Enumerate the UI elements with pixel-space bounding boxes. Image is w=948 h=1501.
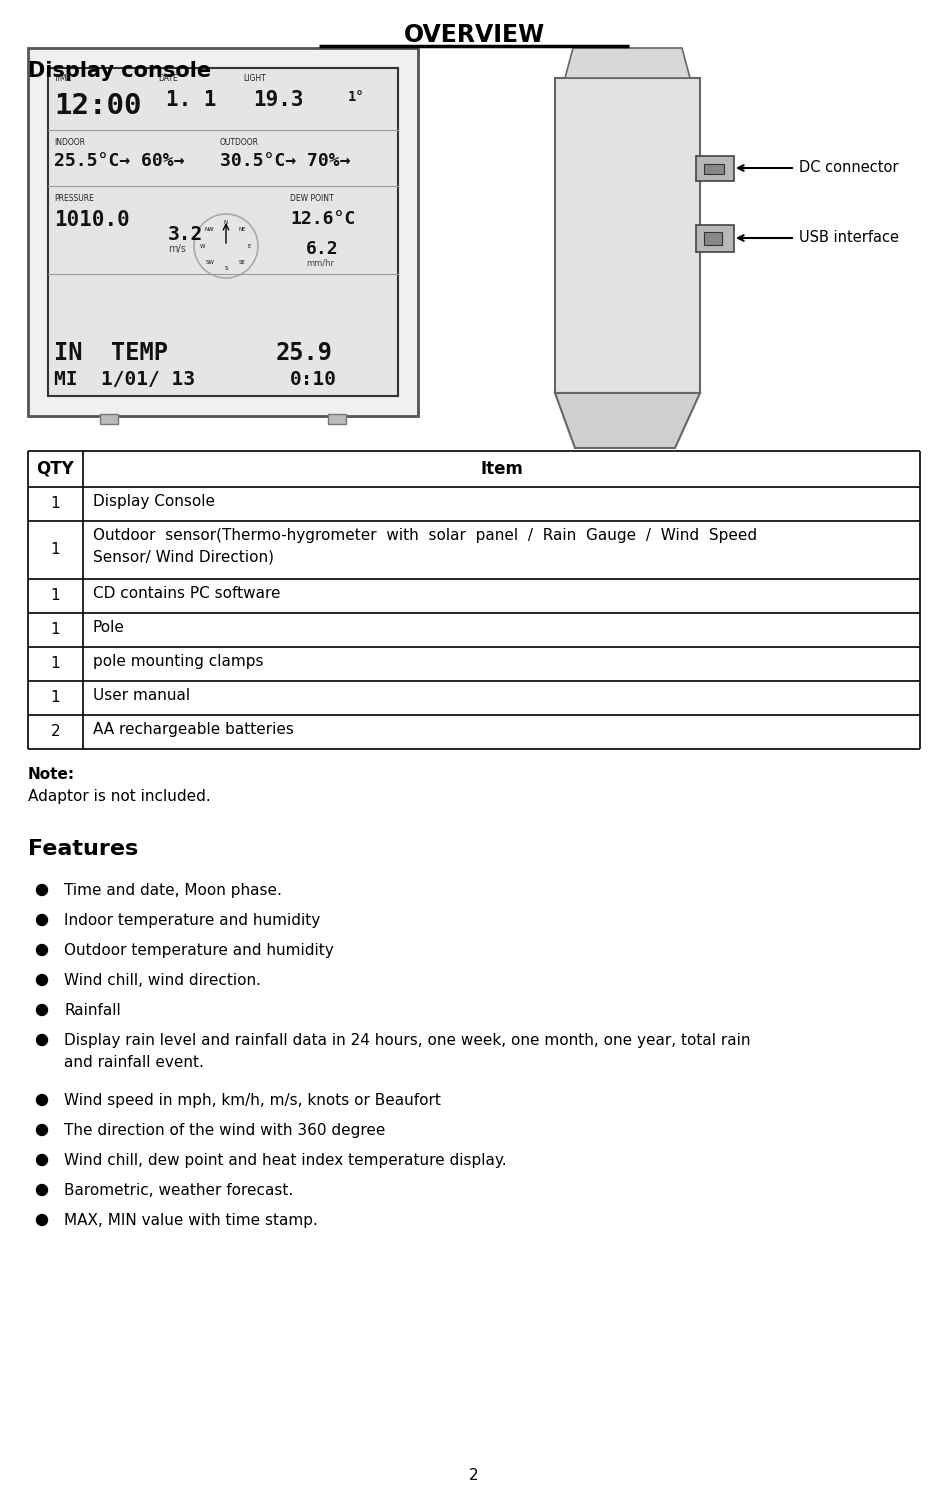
- Text: IN  TEMP: IN TEMP: [54, 341, 168, 365]
- Text: DEW POINT: DEW POINT: [290, 194, 334, 203]
- Bar: [48, 68, 398, 396]
- Text: SE: SE: [239, 260, 246, 264]
- Text: 1: 1: [50, 623, 61, 638]
- Text: 2: 2: [50, 725, 61, 740]
- Text: Adaptor is not included.: Adaptor is not included.: [28, 790, 210, 805]
- Text: 25.9: 25.9: [276, 341, 333, 365]
- Text: MI  1/01/ 13: MI 1/01/ 13: [54, 371, 195, 389]
- Bar: [696, 225, 734, 252]
- Text: Rainfall: Rainfall: [64, 1003, 120, 1018]
- Polygon shape: [565, 48, 690, 78]
- Bar: [696, 156, 734, 182]
- Text: Outdoor  sensor(Thermo-hygrometer  with  solar  panel  /  Rain  Gauge  /  Wind  : Outdoor sensor(Thermo-hygrometer with so…: [93, 528, 757, 564]
- Text: Outdoor temperature and humidity: Outdoor temperature and humidity: [64, 943, 334, 958]
- Text: Features: Features: [28, 839, 138, 859]
- Circle shape: [37, 1094, 47, 1106]
- Text: Wind speed in mph, km/h, m/s, knots or Beaufort: Wind speed in mph, km/h, m/s, knots or B…: [64, 1093, 441, 1108]
- Text: pole mounting clamps: pole mounting clamps: [93, 654, 264, 669]
- Circle shape: [37, 1004, 47, 1016]
- Circle shape: [37, 1184, 47, 1195]
- Text: mm/hr: mm/hr: [306, 258, 334, 267]
- Text: PRESSURE: PRESSURE: [54, 194, 94, 203]
- Text: SW: SW: [205, 260, 214, 264]
- Text: Note:: Note:: [28, 767, 75, 782]
- Text: Pole: Pole: [93, 620, 125, 635]
- Bar: [100, 414, 118, 423]
- Text: 12.6°C: 12.6°C: [290, 210, 356, 228]
- Text: OVERVIEW: OVERVIEW: [404, 23, 544, 47]
- Text: MAX, MIN value with time stamp.: MAX, MIN value with time stamp.: [64, 1213, 318, 1228]
- Text: N: N: [224, 221, 228, 225]
- Text: E: E: [247, 243, 250, 249]
- Text: 1010.0: 1010.0: [54, 210, 130, 230]
- Text: 1: 1: [50, 542, 61, 557]
- Text: m/s: m/s: [168, 245, 186, 254]
- Text: 12:00: 12:00: [54, 92, 141, 120]
- Text: 6.2: 6.2: [306, 240, 338, 258]
- Text: LIGHT: LIGHT: [243, 74, 265, 83]
- Text: Wind chill, dew point and heat index temperature display.: Wind chill, dew point and heat index tem…: [64, 1153, 506, 1168]
- Text: Barometric, weather forecast.: Barometric, weather forecast.: [64, 1183, 293, 1198]
- Circle shape: [37, 1154, 47, 1165]
- Text: DATE: DATE: [158, 74, 177, 83]
- Text: OUTDOOR: OUTDOOR: [220, 138, 259, 147]
- Text: NE: NE: [239, 227, 246, 233]
- Bar: [704, 233, 722, 245]
- Text: TIME: TIME: [54, 74, 72, 83]
- Text: 30.5°C→ 70%→: 30.5°C→ 70%→: [220, 152, 351, 170]
- Text: 1: 1: [50, 690, 61, 705]
- Text: 1: 1: [50, 588, 61, 603]
- Text: Display console: Display console: [28, 62, 211, 81]
- Bar: [328, 414, 346, 423]
- Text: W: W: [200, 243, 206, 249]
- Bar: [28, 48, 418, 416]
- Circle shape: [37, 1214, 47, 1225]
- Text: User manual: User manual: [93, 687, 191, 702]
- Bar: [704, 164, 724, 174]
- Text: 19.3: 19.3: [253, 90, 303, 110]
- Bar: [555, 78, 700, 393]
- Text: 1°: 1°: [348, 90, 365, 104]
- Polygon shape: [555, 393, 700, 447]
- Circle shape: [37, 1124, 47, 1135]
- Circle shape: [37, 1034, 47, 1046]
- Text: 2: 2: [469, 1468, 479, 1483]
- Text: 1: 1: [50, 656, 61, 671]
- Text: Item: Item: [480, 459, 523, 477]
- Text: 1: 1: [50, 497, 61, 512]
- Text: Time and date, Moon phase.: Time and date, Moon phase.: [64, 883, 282, 898]
- Text: 1. 1: 1. 1: [166, 90, 216, 110]
- Text: 0:10: 0:10: [290, 371, 337, 389]
- Text: CD contains PC software: CD contains PC software: [93, 585, 281, 600]
- Circle shape: [37, 944, 47, 956]
- Text: Indoor temperature and humidity: Indoor temperature and humidity: [64, 913, 320, 928]
- Text: USB interface: USB interface: [799, 230, 899, 245]
- Text: 3.2: 3.2: [168, 225, 203, 245]
- Text: S: S: [225, 267, 228, 272]
- Circle shape: [37, 884, 47, 896]
- Text: Wind chill, wind direction.: Wind chill, wind direction.: [64, 973, 261, 988]
- Text: INDOOR: INDOOR: [54, 138, 85, 147]
- Text: The direction of the wind with 360 degree: The direction of the wind with 360 degre…: [64, 1123, 386, 1138]
- Text: Display rain level and rainfall data in 24 hours, one week, one month, one year,: Display rain level and rainfall data in …: [64, 1033, 751, 1070]
- Text: NW: NW: [205, 227, 214, 233]
- Text: Display Console: Display Console: [93, 494, 215, 509]
- Text: DC connector: DC connector: [799, 161, 899, 176]
- Text: QTY: QTY: [37, 459, 74, 477]
- Circle shape: [37, 914, 47, 926]
- Text: 25.5°C→ 60%→: 25.5°C→ 60%→: [54, 152, 185, 170]
- Text: AA rechargeable batteries: AA rechargeable batteries: [93, 722, 294, 737]
- Circle shape: [37, 974, 47, 986]
